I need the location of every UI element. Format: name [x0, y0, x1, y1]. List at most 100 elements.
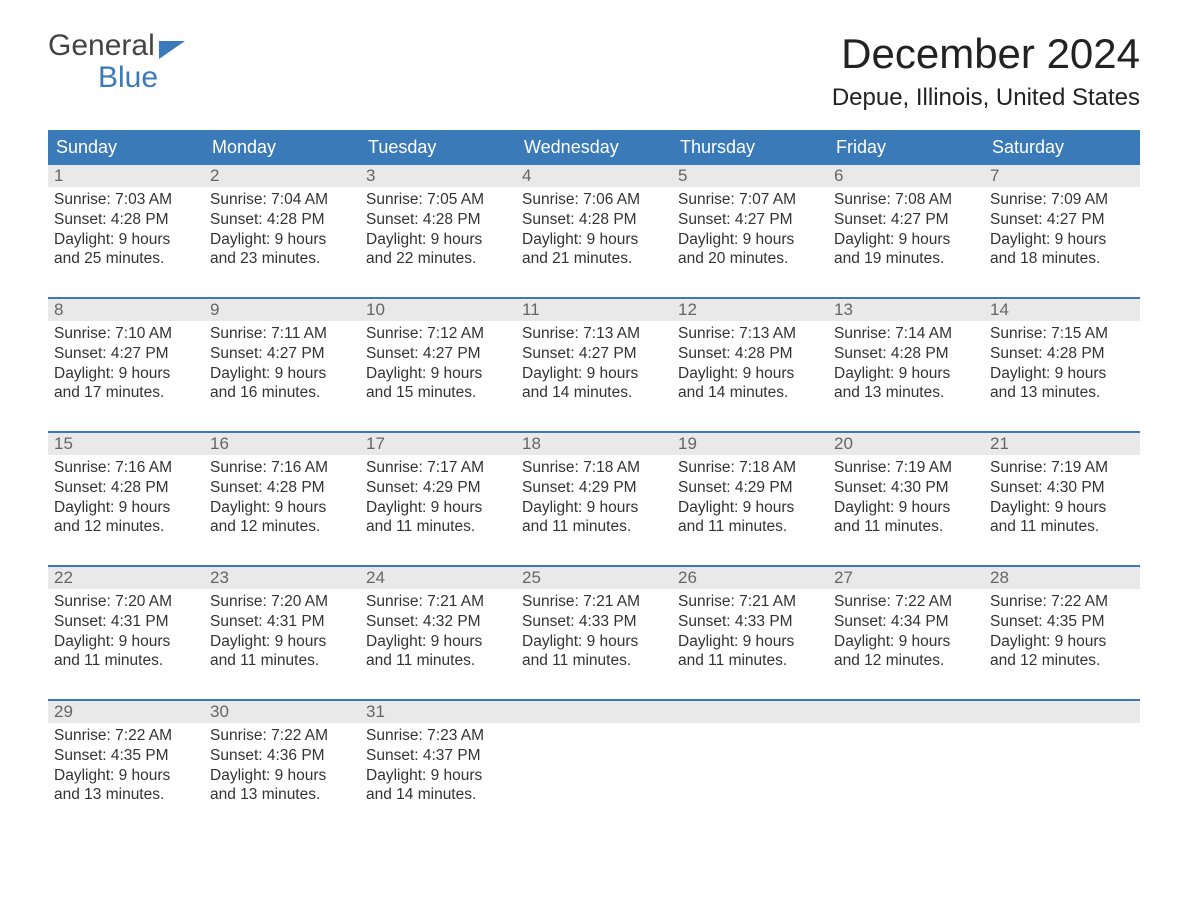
day-number: 30 [204, 701, 360, 723]
cell-body: Sunrise: 7:22 AMSunset: 4:35 PMDaylight:… [48, 723, 204, 805]
calendar-cell [672, 701, 828, 819]
daylight-line1: Daylight: 9 hours [54, 632, 198, 652]
daylight-line1: Daylight: 9 hours [834, 364, 978, 384]
cell-body: Sunrise: 7:13 AMSunset: 4:27 PMDaylight:… [516, 321, 672, 403]
week-row: 22Sunrise: 7:20 AMSunset: 4:31 PMDayligh… [48, 565, 1140, 685]
sunset-line: Sunset: 4:30 PM [834, 478, 978, 498]
day-number: 9 [204, 299, 360, 321]
sunrise-line: Sunrise: 7:03 AM [54, 190, 198, 210]
sunrise-line: Sunrise: 7:22 AM [834, 592, 978, 612]
cell-body: Sunrise: 7:20 AMSunset: 4:31 PMDaylight:… [204, 589, 360, 671]
sunset-line: Sunset: 4:37 PM [366, 746, 510, 766]
sunrise-line: Sunrise: 7:06 AM [522, 190, 666, 210]
daylight-line2: and 14 minutes. [522, 383, 666, 403]
week-row: 29Sunrise: 7:22 AMSunset: 4:35 PMDayligh… [48, 699, 1140, 819]
daylight-line1: Daylight: 9 hours [990, 364, 1134, 384]
daylight-line1: Daylight: 9 hours [366, 230, 510, 250]
sunrise-line: Sunrise: 7:13 AM [678, 324, 822, 344]
cell-body: Sunrise: 7:22 AMSunset: 4:35 PMDaylight:… [984, 589, 1140, 671]
calendar-cell: 10Sunrise: 7:12 AMSunset: 4:27 PMDayligh… [360, 299, 516, 417]
calendar-cell: 5Sunrise: 7:07 AMSunset: 4:27 PMDaylight… [672, 165, 828, 283]
day-number: 26 [672, 567, 828, 589]
daylight-line1: Daylight: 9 hours [210, 766, 354, 786]
sunset-line: Sunset: 4:27 PM [54, 344, 198, 364]
calendar-cell: 23Sunrise: 7:20 AMSunset: 4:31 PMDayligh… [204, 567, 360, 685]
sunset-line: Sunset: 4:34 PM [834, 612, 978, 632]
daylight-line2: and 11 minutes. [210, 651, 354, 671]
day-number: 7 [984, 165, 1140, 187]
sunrise-line: Sunrise: 7:11 AM [210, 324, 354, 344]
daylight-line1: Daylight: 9 hours [522, 498, 666, 518]
sunset-line: Sunset: 4:27 PM [834, 210, 978, 230]
cell-body: Sunrise: 7:19 AMSunset: 4:30 PMDaylight:… [828, 455, 984, 537]
sunrise-line: Sunrise: 7:17 AM [366, 458, 510, 478]
day-number: 4 [516, 165, 672, 187]
sunset-line: Sunset: 4:28 PM [54, 210, 198, 230]
daylight-line2: and 15 minutes. [366, 383, 510, 403]
calendar-cell: 7Sunrise: 7:09 AMSunset: 4:27 PMDaylight… [984, 165, 1140, 283]
calendar-cell: 25Sunrise: 7:21 AMSunset: 4:33 PMDayligh… [516, 567, 672, 685]
cell-body: Sunrise: 7:03 AMSunset: 4:28 PMDaylight:… [48, 187, 204, 269]
sunset-line: Sunset: 4:28 PM [678, 344, 822, 364]
sunrise-line: Sunrise: 7:21 AM [366, 592, 510, 612]
cell-body: Sunrise: 7:18 AMSunset: 4:29 PMDaylight:… [516, 455, 672, 537]
daylight-line2: and 11 minutes. [522, 517, 666, 537]
calendar-cell: 20Sunrise: 7:19 AMSunset: 4:30 PMDayligh… [828, 433, 984, 551]
cell-body: Sunrise: 7:07 AMSunset: 4:27 PMDaylight:… [672, 187, 828, 269]
calendar-cell: 3 Sunrise: 7:05 AMSunset: 4:28 PMDaylight… [360, 165, 516, 283]
sunrise-line: Sunrise: 7:21 AM [678, 592, 822, 612]
daylight-line1: Daylight: 9 hours [54, 498, 198, 518]
sunset-line: Sunset: 4:33 PM [522, 612, 666, 632]
calendar-cell: 9Sunrise: 7:11 AMSunset: 4:27 PMDaylight… [204, 299, 360, 417]
sunrise-line: Sunrise: 7:21 AM [522, 592, 666, 612]
title-block: December 2024 Depue, Illinois, United St… [832, 30, 1140, 112]
sunset-line: Sunset: 4:28 PM [834, 344, 978, 364]
sunset-line: Sunset: 4:29 PM [366, 478, 510, 498]
calendar: SundayMondayTuesdayWednesdayThursdayFrid… [48, 130, 1140, 819]
sunrise-line: Sunrise: 7:18 AM [522, 458, 666, 478]
sunrise-line: Sunrise: 7:05 AM [366, 190, 510, 210]
sunset-line: Sunset: 4:28 PM [366, 210, 510, 230]
daylight-line2: and 13 minutes. [210, 785, 354, 805]
sunrise-line: Sunrise: 7:14 AM [834, 324, 978, 344]
calendar-cell: 6Sunrise: 7:08 AMSunset: 4:27 PMDaylight… [828, 165, 984, 283]
sunset-line: Sunset: 4:27 PM [522, 344, 666, 364]
sunrise-line: Sunrise: 7:09 AM [990, 190, 1134, 210]
sunrise-line: Sunrise: 7:23 AM [366, 726, 510, 746]
flag-icon [159, 41, 185, 59]
daylight-line2: and 13 minutes. [990, 383, 1134, 403]
sunrise-line: Sunrise: 7:16 AM [210, 458, 354, 478]
daylight-line1: Daylight: 9 hours [834, 498, 978, 518]
sunset-line: Sunset: 4:33 PM [678, 612, 822, 632]
day-number: 3 [360, 165, 516, 187]
daylight-line1: Daylight: 9 hours [678, 498, 822, 518]
cell-body: Sunrise: 7:04 AMSunset: 4:28 PMDaylight:… [204, 187, 360, 269]
day-number: 22 [48, 567, 204, 589]
sunrise-line: Sunrise: 7:07 AM [678, 190, 822, 210]
daylight-line1: Daylight: 9 hours [990, 632, 1134, 652]
day-number: 8 [48, 299, 204, 321]
day-number: 11 [516, 299, 672, 321]
daylight-line1: Daylight: 9 hours [678, 364, 822, 384]
calendar-cell: 15Sunrise: 7:16 AMSunset: 4:28 PMDayligh… [48, 433, 204, 551]
daylight-line1: Daylight: 9 hours [210, 498, 354, 518]
calendar-cell: 31Sunrise: 7:23 AMSunset: 4:37 PMDayligh… [360, 701, 516, 819]
sunset-line: Sunset: 4:28 PM [210, 478, 354, 498]
daylight-line1: Daylight: 9 hours [366, 498, 510, 518]
calendar-cell: 27Sunrise: 7:22 AMSunset: 4:34 PMDayligh… [828, 567, 984, 685]
cell-body: Sunrise: 7:11 AMSunset: 4:27 PMDaylight:… [204, 321, 360, 403]
cell-body: Sunrise: 7:12 AMSunset: 4:27 PMDaylight:… [360, 321, 516, 403]
cell-body: Sunrise: 7:15 AMSunset: 4:28 PMDaylight:… [984, 321, 1140, 403]
sunset-line: Sunset: 4:28 PM [54, 478, 198, 498]
day-header-cell: Saturday [984, 132, 1140, 163]
daylight-line2: and 20 minutes. [678, 249, 822, 269]
sunset-line: Sunset: 4:35 PM [54, 746, 198, 766]
sunset-line: Sunset: 4:31 PM [210, 612, 354, 632]
sunrise-line: Sunrise: 7:20 AM [54, 592, 198, 612]
week-row: 8Sunrise: 7:10 AMSunset: 4:27 PMDaylight… [48, 297, 1140, 417]
daylight-line2: and 13 minutes. [834, 383, 978, 403]
calendar-cell: 28Sunrise: 7:22 AMSunset: 4:35 PMDayligh… [984, 567, 1140, 685]
daylight-line2: and 16 minutes. [210, 383, 354, 403]
daylight-line2: and 11 minutes. [678, 517, 822, 537]
daylight-line1: Daylight: 9 hours [522, 364, 666, 384]
